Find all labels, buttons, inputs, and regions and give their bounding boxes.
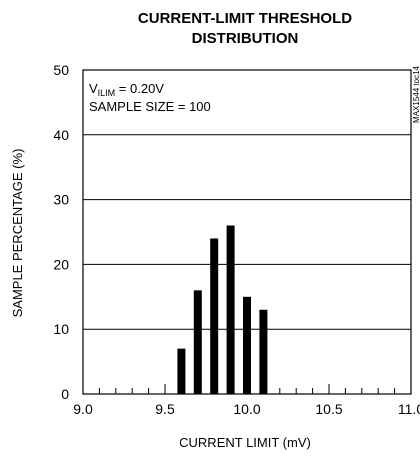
annotation: VILIM = 0.20V SAMPLE SIZE = 100 [89, 81, 211, 114]
x-tick-label: 9.0 [73, 401, 93, 417]
y-tick-label: 30 [53, 192, 69, 208]
bar [243, 296, 251, 394]
bars [177, 225, 268, 394]
x-tick-label: 10.5 [315, 401, 342, 417]
y-tick-label: 40 [53, 127, 69, 143]
bar [259, 309, 268, 394]
y-tick-label: 20 [53, 256, 69, 272]
bar [193, 290, 202, 394]
y-tick-label: 10 [53, 321, 69, 337]
x-tick-label: 10.0 [233, 401, 260, 417]
annotation-v: V [89, 81, 98, 96]
annotation-value: = 0.20V [115, 81, 164, 96]
annotation-ilim: ILIM [98, 88, 116, 98]
annotation-line-2: SAMPLE SIZE = 100 [89, 99, 211, 114]
bar [226, 225, 235, 394]
y-tick-label: 0 [61, 386, 69, 402]
x-axis: 9.0 9.5 10.0 10.5 11.0 [73, 384, 420, 417]
annotation-line-1: VILIM = 0.20V [89, 81, 164, 98]
bar [210, 238, 219, 394]
bar [177, 348, 186, 394]
x-axis-label: CURRENT LIMIT (mV) [179, 435, 311, 450]
figure-code: MAX1544 toc14 [412, 65, 420, 122]
y-axis-label: SAMPLE PERCENTAGE (%) [10, 149, 25, 318]
y-tick-label: 50 [53, 62, 69, 78]
x-tick-label: 11.0 [398, 401, 420, 417]
y-axis: 0 10 20 30 40 50 [53, 62, 69, 402]
chart-title-line: DISTRIBUTION [192, 30, 299, 47]
chart-title: CURRENT-LIMIT THRESHOLD DISTRIBUTION [138, 10, 352, 47]
chart-title-line: CURRENT-LIMIT THRESHOLD [138, 10, 352, 27]
x-tick-label: 9.5 [155, 401, 175, 417]
